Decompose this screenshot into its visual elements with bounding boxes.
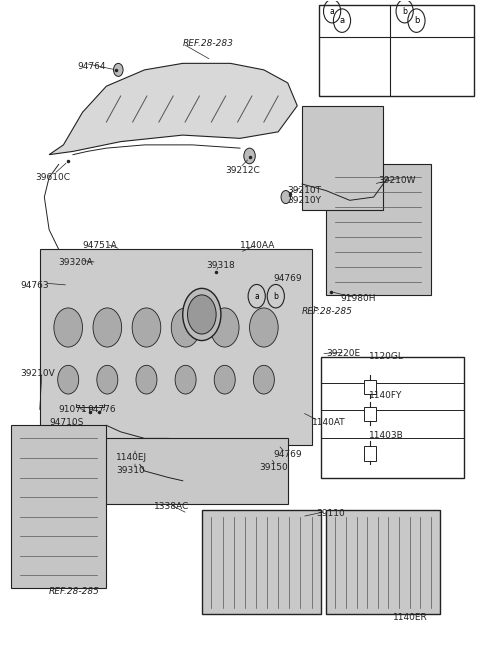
Text: a: a [330, 7, 335, 16]
Text: 94764: 94764 [78, 62, 106, 71]
Circle shape [214, 365, 235, 394]
Polygon shape [326, 510, 441, 614]
Circle shape [114, 64, 123, 77]
Text: 39212C: 39212C [226, 166, 261, 176]
Text: 1140AA: 1140AA [240, 242, 276, 250]
Text: 1140AT: 1140AT [312, 418, 345, 426]
Text: 94776: 94776 [87, 405, 116, 413]
Text: 39610C: 39610C [35, 173, 70, 182]
Bar [321, 357, 464, 477]
Circle shape [54, 308, 83, 347]
Circle shape [175, 365, 196, 394]
Text: 39310: 39310 [116, 466, 144, 476]
Text: 1140FD: 1140FD [328, 50, 358, 60]
Text: 94751A: 94751A [83, 242, 117, 250]
Bar [364, 446, 376, 460]
Bar [319, 5, 474, 96]
Polygon shape [326, 164, 431, 295]
Text: 94763: 94763 [21, 280, 49, 290]
Polygon shape [39, 250, 312, 445]
Bar [364, 407, 376, 421]
Text: REF.28-283: REF.28-283 [183, 39, 234, 48]
Circle shape [250, 308, 278, 347]
Text: 11403B: 11403B [369, 430, 404, 440]
Circle shape [132, 308, 161, 347]
Text: 1140ER: 1140ER [393, 613, 428, 622]
Text: a: a [254, 291, 259, 301]
Text: 1140EJ: 1140EJ [116, 453, 147, 462]
Text: 94762: 94762 [396, 83, 420, 91]
Text: 94710S: 94710S [49, 418, 84, 426]
Text: 1120GL: 1120GL [331, 365, 363, 375]
Text: 94769: 94769 [274, 450, 302, 459]
Text: b: b [402, 7, 407, 16]
Text: 39220E: 39220E [326, 349, 360, 358]
Circle shape [244, 148, 255, 164]
Circle shape [93, 308, 121, 347]
Text: 1120GL: 1120GL [369, 352, 404, 362]
Circle shape [136, 365, 157, 394]
Polygon shape [302, 105, 383, 210]
Text: 1338AC: 1338AC [154, 502, 189, 512]
Text: a: a [339, 16, 345, 25]
Text: 35105G: 35105G [328, 83, 359, 91]
Circle shape [188, 295, 216, 334]
Text: 39210T: 39210T [288, 186, 322, 195]
Polygon shape [11, 425, 107, 588]
Text: REF.28-285: REF.28-285 [302, 307, 353, 316]
Text: 11403B: 11403B [331, 420, 363, 429]
Bar [364, 380, 376, 394]
Text: 91980H: 91980H [340, 293, 376, 303]
Text: b: b [414, 16, 419, 25]
Circle shape [253, 365, 275, 394]
Text: 39318: 39318 [206, 261, 235, 270]
Text: 94769: 94769 [274, 274, 302, 283]
Text: 39110: 39110 [316, 509, 345, 518]
Polygon shape [49, 64, 297, 155]
Text: 39320A: 39320A [59, 258, 94, 267]
Text: 1140FY: 1140FY [331, 392, 361, 401]
Polygon shape [202, 510, 321, 614]
Text: 91071: 91071 [59, 405, 87, 413]
Polygon shape [63, 438, 288, 504]
Text: 39210W: 39210W [378, 176, 416, 185]
Text: 39210V: 39210V [21, 369, 55, 378]
Text: 1140FY: 1140FY [369, 392, 402, 400]
Circle shape [183, 288, 221, 341]
Text: 39150: 39150 [259, 463, 288, 472]
Text: 39210Y: 39210Y [288, 196, 322, 205]
Circle shape [97, 365, 118, 394]
Text: b: b [273, 291, 278, 301]
Text: REF.28-285: REF.28-285 [49, 587, 100, 596]
Circle shape [210, 308, 239, 347]
Circle shape [58, 365, 79, 394]
Circle shape [281, 191, 290, 204]
Text: 1140FC: 1140FC [396, 50, 425, 60]
Circle shape [171, 308, 200, 347]
